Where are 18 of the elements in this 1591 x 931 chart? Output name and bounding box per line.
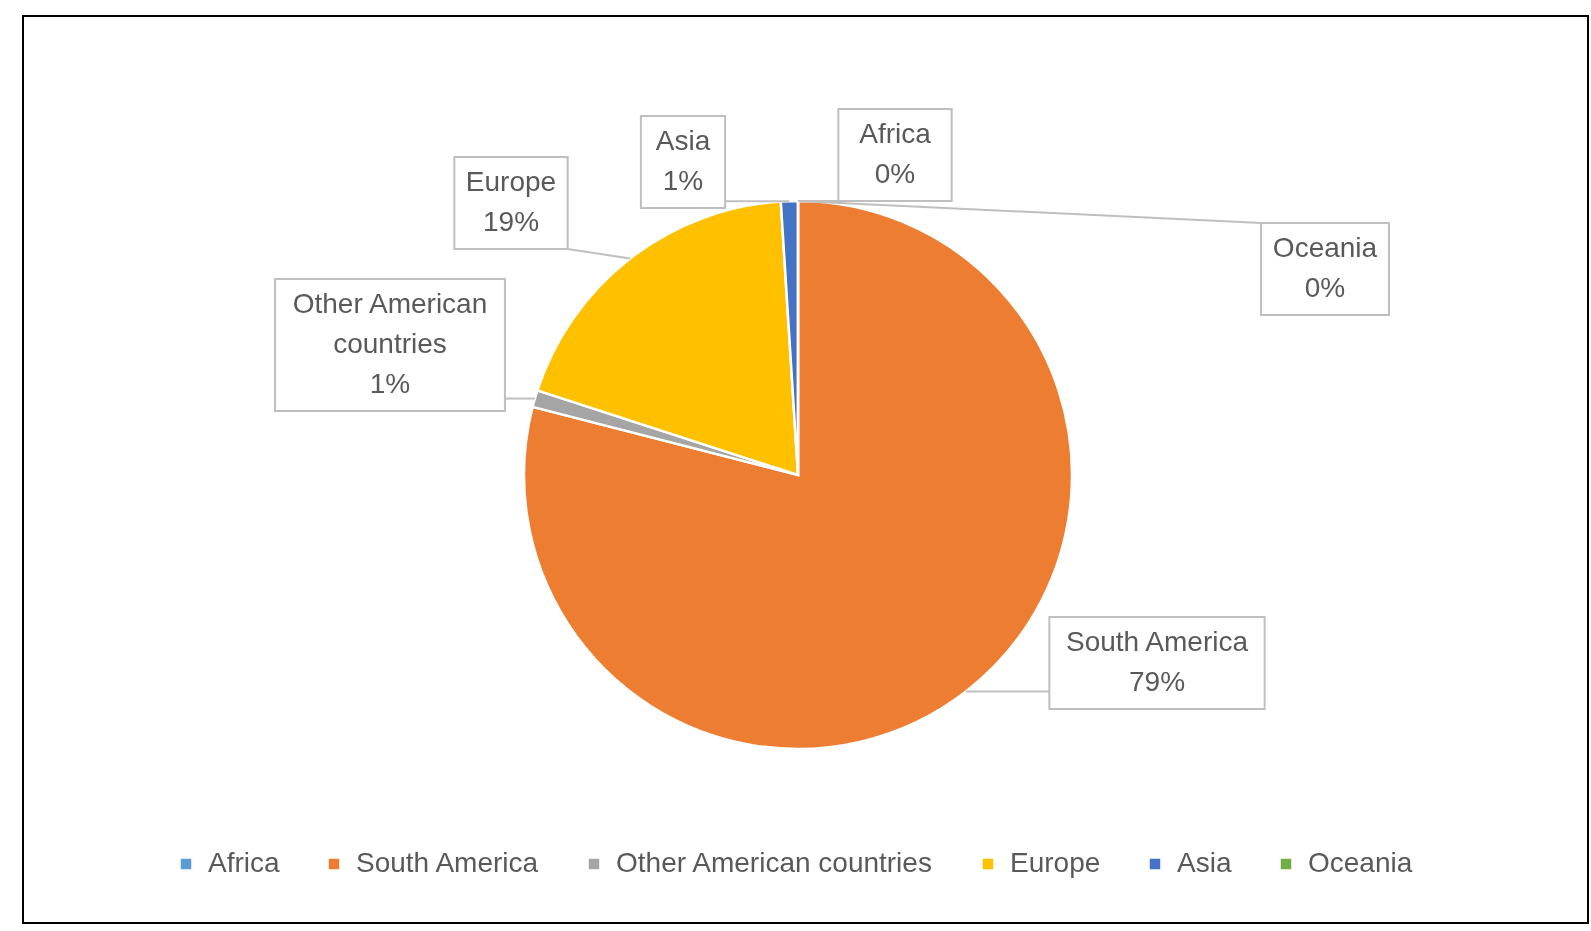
legend-label: Europe — [1010, 847, 1101, 878]
text: 0% — [1304, 272, 1346, 303]
text: 0% — [874, 158, 916, 189]
slice-label: Other American countries — [292, 288, 488, 359]
legend-label: South America — [356, 847, 539, 878]
legend-label: Oceania — [1308, 847, 1413, 878]
data-label: 1% — [369, 368, 411, 399]
category-label: Africa — [859, 118, 931, 149]
slice-label: Asia — [655, 125, 711, 156]
slice-label: Europe — [465, 166, 557, 197]
legend-label: Africa — [208, 847, 280, 878]
legend-label: Asia — [1177, 847, 1232, 878]
data-label: 1% — [662, 165, 704, 196]
data-label: 19% — [482, 206, 540, 237]
legend-label: Other American countries — [616, 847, 932, 878]
slice-label: South America — [1065, 626, 1249, 657]
category-label: Oceania — [1272, 232, 1378, 263]
data-label: 79% — [1128, 666, 1186, 697]
